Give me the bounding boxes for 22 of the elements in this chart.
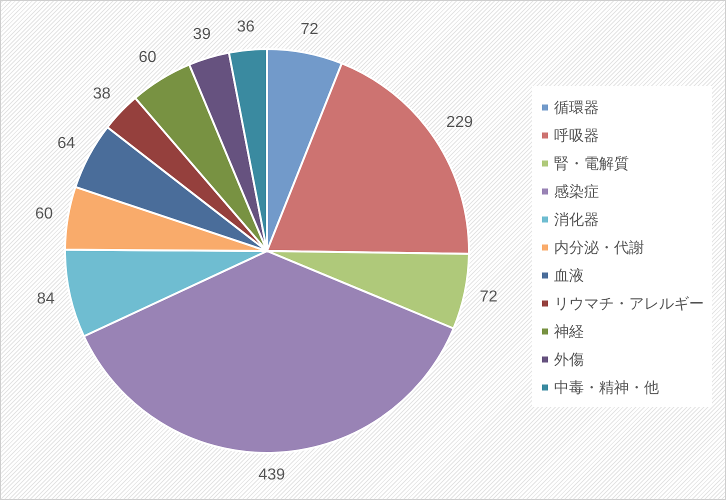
- legend-label: 腎・電解質: [554, 154, 629, 172]
- legend-label: 感染症: [554, 182, 599, 200]
- data-label: 60: [138, 48, 157, 66]
- data-label: 84: [36, 290, 55, 308]
- legend-label: 呼吸器: [554, 126, 599, 144]
- data-label: 39: [192, 26, 211, 43]
- legend-label: 神経: [554, 322, 584, 340]
- data-label: 72: [300, 21, 319, 38]
- legend-label: 内分泌・代謝: [554, 238, 644, 256]
- data-label: 64: [57, 135, 76, 152]
- data-label: 38: [92, 86, 111, 102]
- legend-label: リウマチ・アレルギー: [554, 294, 704, 312]
- data-label: 60: [35, 205, 53, 222]
- data-label: 72: [480, 288, 498, 306]
- legend-label: 中毒・精神・他: [554, 378, 659, 396]
- legend-label: 消化器: [554, 210, 599, 228]
- data-label: 36: [236, 18, 255, 36]
- legend-label: 血液: [554, 266, 584, 284]
- data-label: 439: [258, 466, 286, 484]
- data-label: 229: [446, 114, 474, 131]
- legend-label: 循環器: [554, 98, 599, 116]
- legend-label: 外傷: [554, 350, 584, 368]
